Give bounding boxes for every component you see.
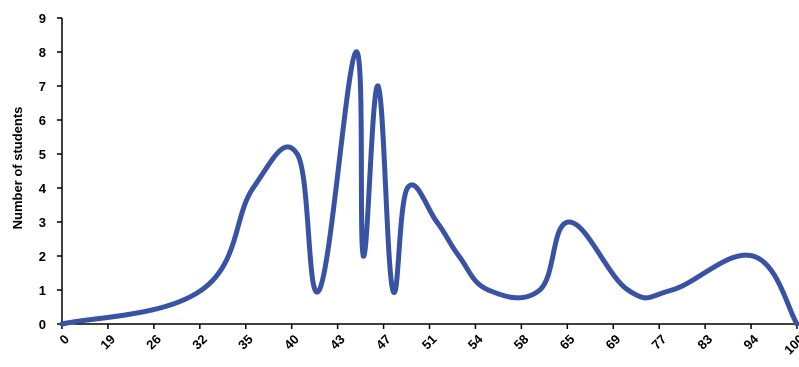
- x-tick-label: 40: [281, 332, 302, 353]
- x-tick-label: 83: [694, 332, 715, 353]
- x-tick-label: 47: [373, 332, 394, 353]
- data-point: [353, 49, 359, 55]
- series-line-group: [59, 49, 799, 327]
- y-tick-label: 5: [39, 147, 46, 162]
- y-tick-label: 9: [39, 11, 46, 26]
- x-tick-label: 65: [557, 332, 578, 353]
- data-point: [294, 151, 300, 157]
- x-tick-label: 43: [327, 332, 348, 353]
- data-point: [669, 287, 675, 293]
- x-tick-label: 69: [603, 332, 624, 353]
- y-tick-label: 4: [39, 181, 47, 196]
- data-point: [485, 287, 491, 293]
- x-tick-label: 58: [511, 332, 532, 353]
- x-tick-label: 19: [97, 332, 118, 353]
- data-point: [390, 287, 396, 293]
- data-point: [375, 83, 381, 89]
- x-tick-label: 94: [740, 331, 761, 352]
- y-tick-label: 2: [39, 249, 46, 264]
- x-tick-label: 0: [56, 332, 72, 348]
- data-point: [59, 321, 65, 327]
- x-tick-label: 26: [143, 332, 164, 353]
- x-tick-label: 100: [781, 332, 799, 358]
- y-tick-label: 6: [39, 113, 46, 128]
- y-tick-label: 0: [39, 317, 46, 332]
- data-point: [625, 287, 631, 293]
- data-point: [794, 321, 799, 327]
- x-tick-label: 77: [648, 332, 669, 353]
- y-axis: 0 1 2 3 4 5 6 7 8 9: [39, 11, 63, 332]
- x-axis: 0 19 26 32 35 40 43 47 51 54 58 65 69 77 83 94 100: [56, 323, 799, 358]
- series-line: [59, 49, 799, 327]
- data-point: [537, 287, 543, 293]
- y-tick-label: 3: [39, 215, 46, 230]
- data-point: [404, 185, 410, 191]
- data-point: [360, 253, 366, 259]
- x-tick-label: 32: [189, 332, 210, 353]
- data-point: [456, 253, 462, 259]
- data-point: [566, 219, 572, 225]
- y-axis-title: Number of students: [10, 107, 25, 230]
- data-point: [434, 219, 440, 225]
- x-tick-label: 54: [465, 331, 486, 352]
- y-tick-label: 8: [39, 45, 46, 60]
- data-point: [750, 253, 756, 259]
- data-point: [250, 185, 256, 191]
- data-point: [316, 287, 322, 293]
- y-tick-label: 1: [39, 283, 46, 298]
- data-point: [199, 287, 205, 293]
- y-tick-label: 7: [39, 79, 46, 94]
- x-tick-label: 35: [235, 332, 256, 353]
- x-tick-label: 51: [419, 332, 440, 353]
